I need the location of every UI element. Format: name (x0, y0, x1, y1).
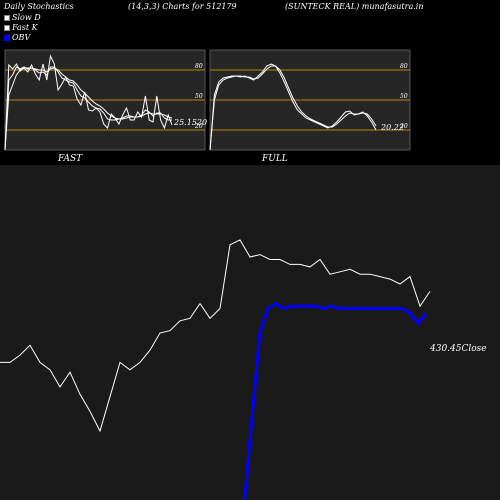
legend-fast-k-label: Fast K (12, 23, 38, 32)
full-panel-title: FULL (261, 154, 288, 164)
full-level-label-50: 50 (400, 93, 408, 100)
chart-params: (14,3,3) Charts for 512179 (128, 2, 237, 11)
fast-series-line-2 (4, 67, 173, 151)
legend-obv-label: OBV (12, 33, 31, 42)
obv-line (243, 301, 428, 500)
fast-level-label-80: 80 (195, 63, 203, 70)
chart-title: Daily Stochastics (4, 2, 74, 11)
full-level-label-80: 80 (400, 63, 408, 70)
legend-slow-d-swatch (4, 14, 10, 21)
full-last-value: 20.22 (380, 123, 404, 132)
chart-symbol: (SUNTECK REAL) munafasutra.in (285, 2, 424, 11)
close-price-line (0, 239, 431, 433)
legend-obv: OBV (4, 33, 30, 42)
legend-obv-swatch (4, 34, 10, 41)
fast-last-value: 25.1520 (173, 118, 207, 127)
legend-slow-d: Slow D (4, 13, 41, 22)
legend-fast-k: Fast K (4, 23, 38, 32)
legend-slow-d-label: Slow D (12, 13, 41, 22)
legend-fast-k-swatch (4, 24, 10, 31)
fast-level-label-20: 20 (194, 123, 203, 130)
close-price-label: 430.45Close (429, 344, 487, 354)
full-level-label-20: 20 (399, 123, 408, 130)
fast-panel-title: FAST (57, 154, 83, 164)
fast-level-label-50: 50 (195, 93, 203, 100)
full-series-line-1 (209, 65, 377, 151)
